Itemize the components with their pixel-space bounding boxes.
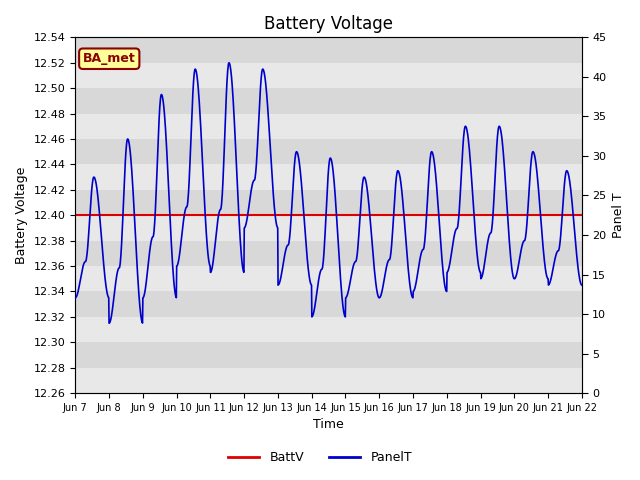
Bar [76, 63, 582, 88]
Bar [76, 215, 582, 240]
Title: Battery Voltage: Battery Voltage [264, 15, 393, 33]
Bar [76, 266, 582, 291]
Bar [76, 165, 582, 190]
Y-axis label: Battery Voltage: Battery Voltage [15, 167, 28, 264]
X-axis label: Time: Time [313, 419, 344, 432]
Bar [76, 317, 582, 342]
Bar [76, 114, 582, 139]
Legend: BattV, PanelT: BattV, PanelT [223, 446, 417, 469]
Bar [76, 368, 582, 393]
Y-axis label: Panel T: Panel T [612, 192, 625, 238]
Text: BA_met: BA_met [83, 52, 136, 65]
